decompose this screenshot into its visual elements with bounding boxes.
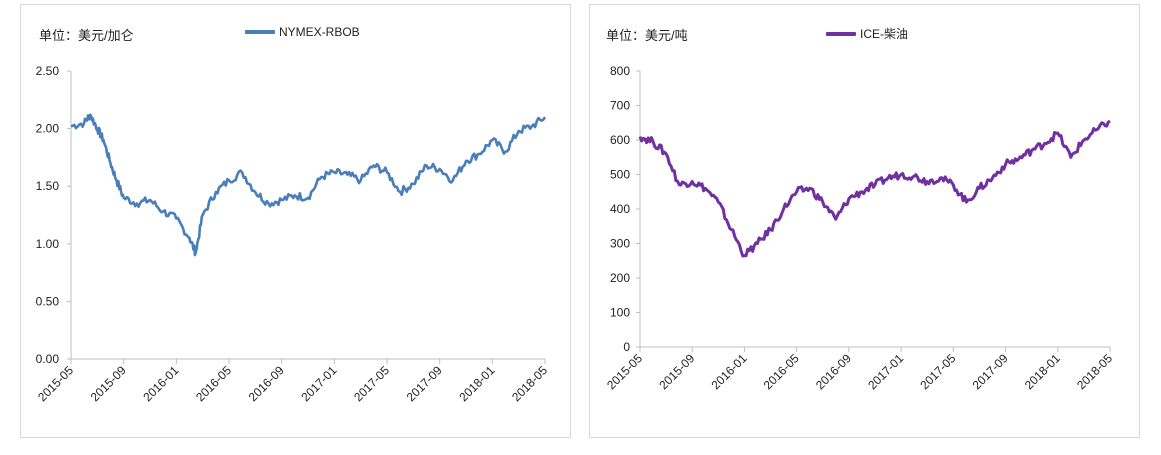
legend-label: ICE-柴油 xyxy=(860,27,909,41)
x-tick-label: 2017-01 xyxy=(298,363,339,404)
y-tick-label: 300 xyxy=(610,237,630,251)
y-tick-label: 400 xyxy=(610,202,630,216)
chart-panel-diesel: 单位：美元/吨 ICE-柴油 0 100 200 300 400 500 600 700 800… xyxy=(589,4,1140,438)
legend-label: NYMEX-RBOB xyxy=(279,25,360,39)
unit-label: 单位：美元/加仑 xyxy=(39,28,134,43)
x-tick-label: 2018-01 xyxy=(1022,351,1063,392)
y-tick-label: 600 xyxy=(610,133,630,147)
y-tick-label: 700 xyxy=(610,99,630,113)
x-tick-label: 2015-09 xyxy=(656,351,697,392)
x-tick-label: 2016-01 xyxy=(140,363,181,404)
chart-panel-rbob: 单位：美元/加仑 NYMEX-RBOB 0.00 0.50 1.00 1.50 2.00… xyxy=(20,4,571,438)
x-tick-label: 2016-09 xyxy=(813,351,854,392)
legend: ICE-柴油 xyxy=(826,25,908,42)
x-tick-label: 2017-09 xyxy=(404,363,445,404)
y-tick-label: 1.50 xyxy=(36,179,60,193)
x-tick-label: 2016-09 xyxy=(246,363,287,404)
x-tick-label: 2017-01 xyxy=(865,351,906,392)
x-tick-label: 2015-05 xyxy=(604,351,645,392)
y-tick-label: 1.00 xyxy=(36,237,60,251)
y-tick-label: 100 xyxy=(610,306,630,320)
x-tick-label: 2016-01 xyxy=(709,351,750,392)
series-line xyxy=(70,113,547,257)
x-tick-label: 2017-09 xyxy=(970,351,1011,392)
x-tick-label: 2015-09 xyxy=(88,363,129,404)
x-tick-label: 2018-01 xyxy=(456,363,497,404)
y-tick-label: 800 xyxy=(610,64,630,78)
legend: NYMEX-RBOB xyxy=(245,25,360,39)
x-tick-label: 2018-05 xyxy=(1074,351,1115,392)
x-tick-label: 2018-05 xyxy=(509,363,550,404)
legend-swatch xyxy=(245,30,275,34)
line-chart-diesel: 0 100 200 300 400 500 600 700 800 2015-05 2015-09 2… xyxy=(604,64,1115,392)
y-tick-label: 2.00 xyxy=(36,122,60,136)
x-tick-label: 2017-05 xyxy=(917,351,958,392)
y-tick-label: 0.50 xyxy=(36,294,60,308)
x-tick-label: 2015-05 xyxy=(35,363,76,404)
y-tick-label: 200 xyxy=(610,271,630,285)
y-tick-label: 2.50 xyxy=(36,64,60,78)
x-tick-label: 2016-05 xyxy=(193,363,234,404)
x-tick-label: 2016-05 xyxy=(761,351,802,392)
y-tick-label: 0.00 xyxy=(36,352,60,366)
legend-swatch xyxy=(826,31,856,36)
unit-label: 单位：美元/吨 xyxy=(606,28,688,43)
line-chart-rbob: 0.00 0.50 1.00 1.50 2.00 2.50 2015-05 2015-09 20… xyxy=(35,64,550,404)
y-tick-label: 0 xyxy=(623,340,630,354)
series-line xyxy=(638,119,1111,258)
y-tick-label: 500 xyxy=(610,168,630,182)
x-tick-label: 2017-05 xyxy=(351,363,392,404)
